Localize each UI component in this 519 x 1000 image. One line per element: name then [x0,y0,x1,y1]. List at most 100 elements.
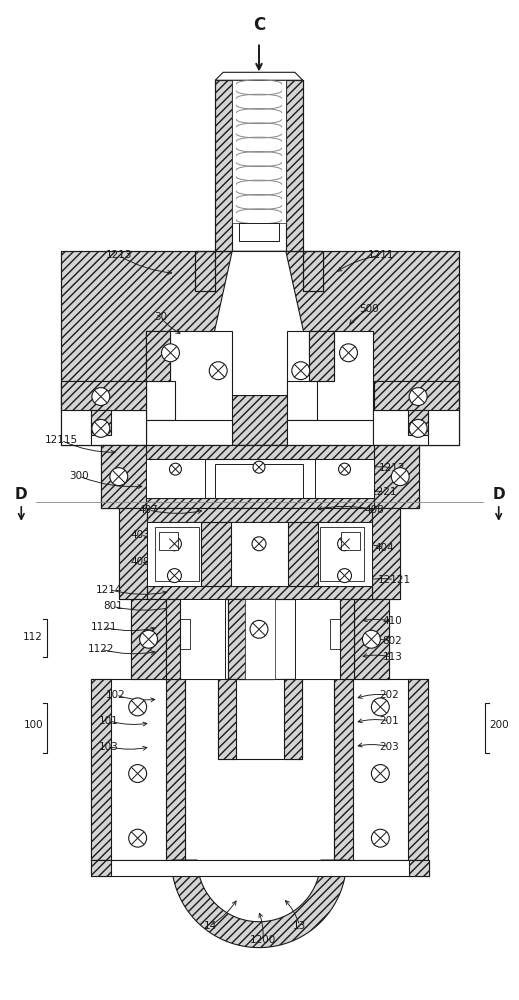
Circle shape [372,698,389,716]
Bar [245,599,275,679]
Bar [101,445,419,459]
Bar [146,522,373,586]
Bar [218,679,302,759]
Bar [295,599,354,679]
Text: 102: 102 [106,690,126,700]
Polygon shape [215,72,303,80]
Text: 200: 200 [489,720,509,730]
Circle shape [337,537,351,551]
Bar [284,679,302,759]
Bar [228,599,273,679]
Circle shape [129,829,146,847]
Circle shape [253,461,265,473]
Text: 40: 40 [415,394,428,404]
Circle shape [168,537,182,551]
Bar [334,679,428,860]
Bar [195,251,215,291]
Bar [287,381,317,420]
Text: 202: 202 [379,690,399,700]
Text: 112: 112 [23,632,43,642]
Circle shape [292,362,310,380]
Circle shape [129,698,146,716]
Circle shape [209,362,227,380]
Bar [146,420,232,445]
Bar [91,860,111,876]
Bar [119,508,146,599]
Bar [146,508,373,522]
Text: 113: 113 [383,652,402,662]
Bar [320,527,364,581]
Bar [303,251,323,291]
Bar [287,331,373,445]
Text: 201: 201 [379,716,399,726]
Circle shape [129,765,146,782]
Bar [91,679,185,860]
Bar [166,679,185,860]
Text: 1200: 1200 [250,935,276,945]
Bar [101,445,146,508]
Circle shape [250,620,268,638]
Bar [309,331,334,381]
Bar [91,860,429,876]
Text: 203: 203 [379,742,399,752]
Bar [101,445,419,508]
Bar [146,381,175,420]
Text: C: C [253,16,265,34]
Bar [158,532,179,550]
Text: 409: 409 [131,557,151,567]
Text: 1221: 1221 [371,487,398,497]
Bar [315,459,374,498]
Bar [166,599,181,679]
Bar [61,251,459,445]
Text: 802: 802 [383,636,402,646]
Bar [287,420,373,445]
Bar [201,522,231,586]
Bar [330,619,354,649]
Bar [215,80,232,251]
Bar [340,532,361,550]
Polygon shape [200,251,318,396]
Circle shape [391,468,409,486]
Circle shape [409,419,427,437]
Bar [195,251,215,291]
Bar [131,599,389,679]
Text: 1213: 1213 [105,250,132,260]
Text: 101: 101 [99,716,119,726]
Bar [334,679,353,860]
Bar [61,381,146,445]
Bar [374,381,459,410]
Text: 100: 100 [23,720,43,730]
Bar [303,251,323,291]
Bar [119,508,400,599]
Bar [146,331,170,381]
Bar [218,679,236,759]
Text: 500: 500 [360,304,379,314]
Circle shape [338,463,350,475]
Circle shape [110,468,128,486]
Bar [146,331,232,445]
Text: D: D [493,487,505,502]
Circle shape [372,765,389,782]
Bar [354,599,389,679]
Text: D: D [15,487,28,502]
Bar [61,251,459,445]
Bar [215,464,303,498]
Circle shape [372,829,389,847]
Text: 14: 14 [203,921,217,931]
Text: 300: 300 [69,471,89,481]
Text: 12121: 12121 [378,575,411,585]
Text: 1214: 1214 [95,585,122,595]
Circle shape [92,388,110,406]
Bar [146,459,206,498]
Bar [374,445,419,508]
Bar [239,223,279,241]
Text: 801: 801 [103,601,122,611]
Circle shape [170,463,182,475]
Bar [155,527,199,581]
Circle shape [252,537,266,551]
Bar [232,80,286,223]
Text: 30: 30 [154,312,167,322]
Text: 13: 13 [293,921,306,931]
Bar [373,410,428,445]
Bar [166,599,225,679]
